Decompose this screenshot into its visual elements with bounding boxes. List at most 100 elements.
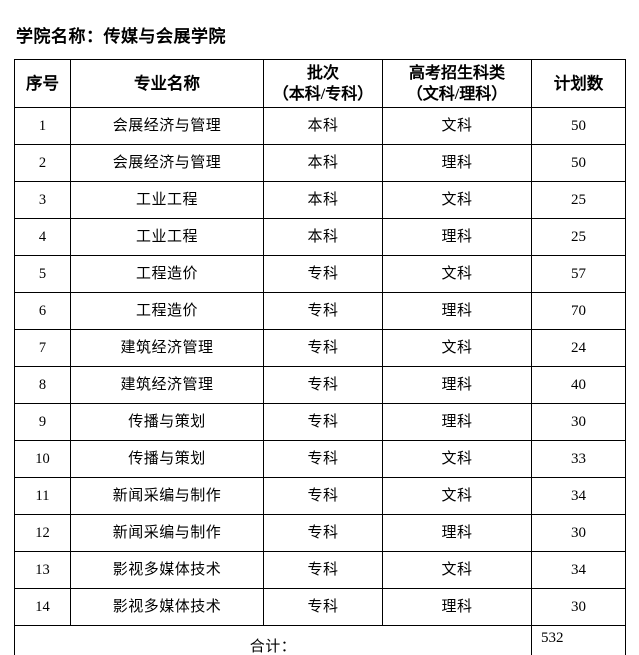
- table-row: 11 新闻采编与制作 专科 文科 34: [14, 477, 626, 515]
- column-header-major: 专业名称: [70, 59, 264, 108]
- row-no: 2: [14, 144, 71, 182]
- row-count: 34: [531, 477, 626, 515]
- column-header-no: 序号: [14, 59, 71, 108]
- row-batch: 专科: [263, 366, 383, 404]
- row-batch: 专科: [263, 440, 383, 478]
- row-count: 50: [531, 107, 626, 145]
- row-type: 理科: [382, 403, 532, 441]
- row-count: 57: [531, 255, 626, 293]
- row-type: 文科: [382, 107, 532, 145]
- row-no: 9: [14, 403, 71, 441]
- row-batch: 专科: [263, 292, 383, 330]
- row-major: 工业工程: [70, 181, 264, 219]
- table-row: 2 会展经济与管理 本科 理科 50: [14, 144, 626, 182]
- row-type: 文科: [382, 551, 532, 589]
- row-major: 工程造价: [70, 255, 264, 293]
- row-no: 3: [14, 181, 71, 219]
- table-row: 9 传播与策划 专科 理科 30: [14, 403, 626, 441]
- row-count: 33: [531, 440, 626, 478]
- row-major: 影视多媒体技术: [70, 588, 264, 626]
- row-type: 理科: [382, 218, 532, 256]
- table-row: 6 工程造价 专科 理科 70: [14, 292, 626, 330]
- row-count: 25: [531, 218, 626, 256]
- row-type: 文科: [382, 329, 532, 367]
- table-row: 14 影视多媒体技术 专科 理科 30: [14, 588, 626, 626]
- row-major: 传播与策划: [70, 440, 264, 478]
- row-major: 建筑经济管理: [70, 329, 264, 367]
- row-type: 理科: [382, 588, 532, 626]
- row-no: 10: [14, 440, 71, 478]
- table-row: 8 建筑经济管理 专科 理科 40: [14, 366, 626, 404]
- column-header-type-line1: 高考招生科类: [408, 64, 505, 82]
- row-batch: 本科: [263, 107, 383, 145]
- total-value: 532: [531, 625, 626, 655]
- table-row: 4 工业工程 本科 理科 25: [14, 218, 626, 256]
- row-major: 工业工程: [70, 218, 264, 256]
- table-row: 3 工业工程 本科 文科 25: [14, 181, 626, 219]
- table-row: 1 会展经济与管理 本科 文科 50: [14, 107, 626, 145]
- column-header-count-label: 计划数: [553, 74, 604, 93]
- row-count: 50: [531, 144, 626, 182]
- row-type: 文科: [382, 440, 532, 478]
- row-major: 会展经济与管理: [70, 144, 264, 182]
- row-no: 13: [14, 551, 71, 589]
- row-batch: 专科: [263, 514, 383, 552]
- row-major: 工程造价: [70, 292, 264, 330]
- row-count: 70: [531, 292, 626, 330]
- row-major: 影视多媒体技术: [70, 551, 264, 589]
- row-no: 5: [14, 255, 71, 293]
- row-type: 理科: [382, 292, 532, 330]
- table-row: 5 工程造价 专科 文科 57: [14, 255, 626, 293]
- row-major: 传播与策划: [70, 403, 264, 441]
- row-major: 会展经济与管理: [70, 107, 264, 145]
- column-header-type-line2: （文科/理科）: [406, 85, 508, 103]
- column-header-batch-line2: （本科/专科）: [272, 85, 374, 103]
- row-no: 7: [14, 329, 71, 367]
- row-no: 4: [14, 218, 71, 256]
- row-count: 25: [531, 181, 626, 219]
- table-row: 7 建筑经济管理 专科 文科 24: [14, 329, 626, 367]
- row-type: 文科: [382, 255, 532, 293]
- total-label: 合计：: [14, 625, 532, 655]
- row-no: 8: [14, 366, 71, 404]
- column-header-count: 计划数: [531, 59, 626, 108]
- row-batch: 本科: [263, 144, 383, 182]
- row-type: 理科: [382, 366, 532, 404]
- row-batch: 专科: [263, 255, 383, 293]
- table-row: 13 影视多媒体技术 专科 文科 34: [14, 551, 626, 589]
- column-header-major-label: 专业名称: [134, 74, 200, 93]
- row-type: 理科: [382, 144, 532, 182]
- row-batch: 专科: [263, 551, 383, 589]
- table-body: 1 会展经济与管理 本科 文科 50 2 会展经济与管理 本科 理科 50 3 工业工程 本科 文科 25 4…: [14, 107, 626, 626]
- column-header-type: 高考招生科类 （文科/理科）: [382, 59, 532, 108]
- row-batch: 专科: [263, 403, 383, 441]
- row-type: 文科: [382, 181, 532, 219]
- row-count: 24: [531, 329, 626, 367]
- row-count: 34: [531, 551, 626, 589]
- table-total-row: 合计： 532: [14, 625, 626, 655]
- row-batch: 本科: [263, 181, 383, 219]
- table-header-row: 序号 专业名称 批次 （本科/专科） 高考招生科类 （文科/理科） 计划数: [14, 59, 626, 108]
- row-count: 30: [531, 588, 626, 626]
- table-row: 12 新闻采编与制作 专科 理科 30: [14, 514, 626, 552]
- column-header-batch: 批次 （本科/专科）: [263, 59, 383, 108]
- row-batch: 专科: [263, 329, 383, 367]
- table-row: 10 传播与策划 专科 文科 33: [14, 440, 626, 478]
- row-batch: 本科: [263, 218, 383, 256]
- row-type: 理科: [382, 514, 532, 552]
- row-count: 30: [531, 403, 626, 441]
- row-no: 1: [14, 107, 71, 145]
- page-title: 学院名称：传媒与会展学院: [16, 27, 226, 46]
- row-batch: 专科: [263, 588, 383, 626]
- row-no: 12: [14, 514, 71, 552]
- row-no: 6: [14, 292, 71, 330]
- column-header-no-label: 序号: [26, 74, 59, 93]
- row-major: 建筑经济管理: [70, 366, 264, 404]
- row-count: 40: [531, 366, 626, 404]
- row-no: 14: [14, 588, 71, 626]
- column-header-batch-line1: 批次: [306, 64, 339, 82]
- row-count: 30: [531, 514, 626, 552]
- row-major: 新闻采编与制作: [70, 477, 264, 515]
